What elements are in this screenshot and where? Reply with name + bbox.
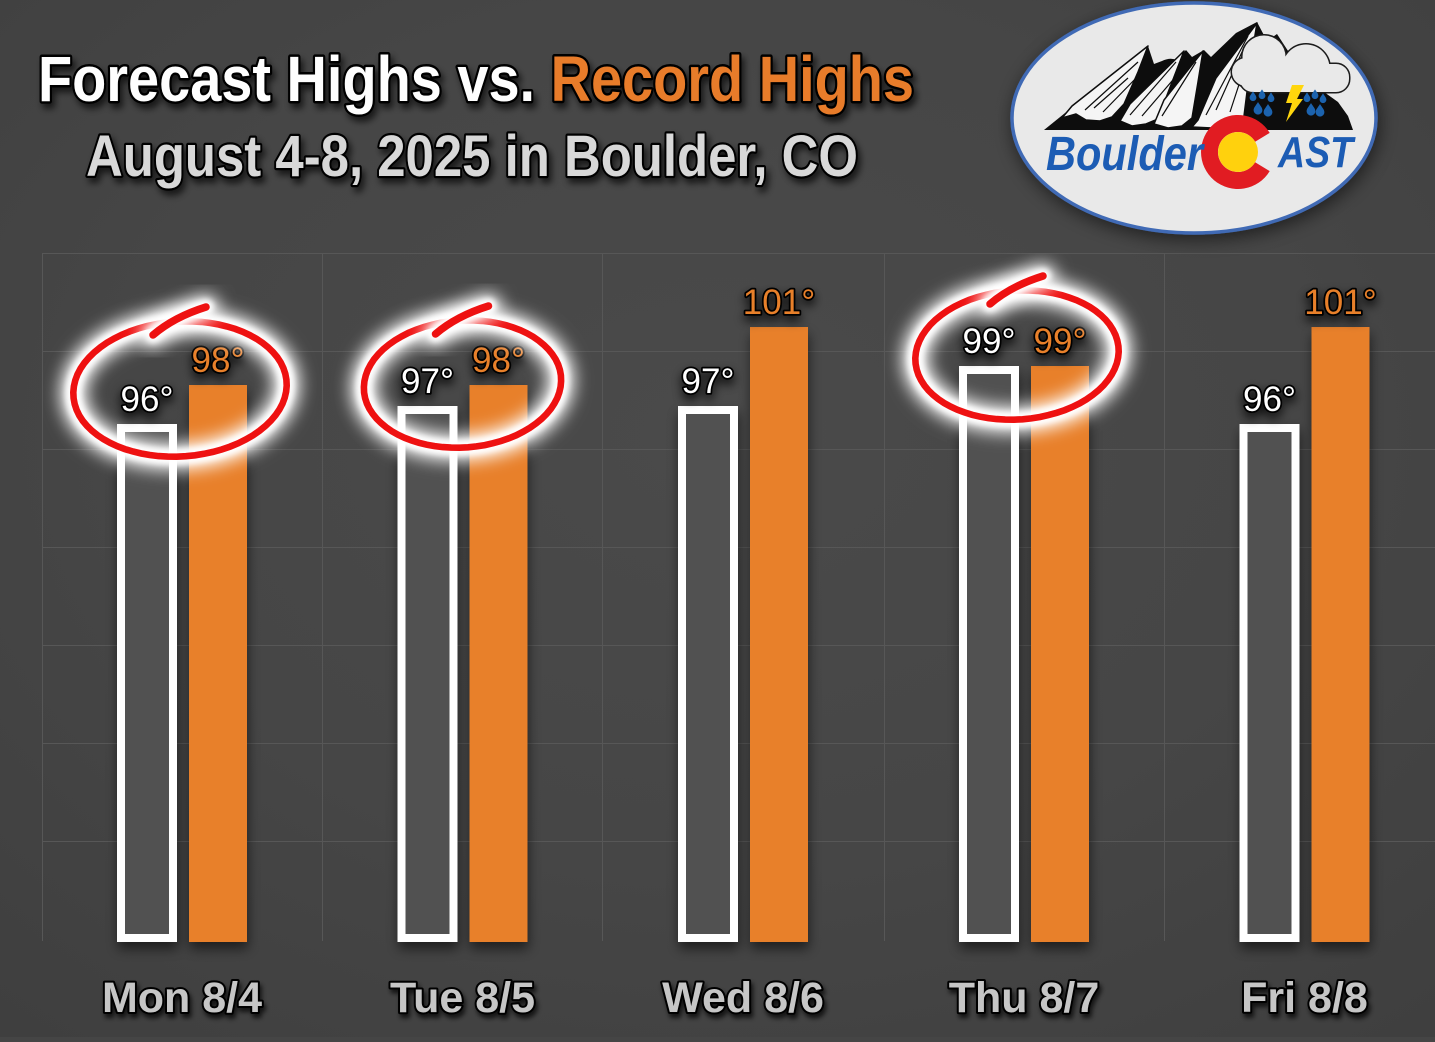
svg-text:98°: 98° bbox=[192, 341, 245, 380]
svg-text:Tue 8/5: Tue 8/5 bbox=[390, 974, 535, 1022]
svg-text:99°: 99° bbox=[963, 322, 1016, 361]
svg-text:96°: 96° bbox=[121, 380, 174, 419]
svg-text:98°: 98° bbox=[472, 341, 525, 380]
svg-text:Forecast Highs vs. Record High: Forecast Highs vs. Record Highs bbox=[38, 43, 914, 115]
svg-text:Fri 8/8: Fri 8/8 bbox=[1241, 974, 1368, 1022]
svg-text:101°: 101° bbox=[1304, 283, 1376, 322]
svg-text:97°: 97° bbox=[401, 362, 454, 401]
svg-text:Thu 8/7: Thu 8/7 bbox=[949, 974, 1100, 1022]
svg-text:101°: 101° bbox=[743, 283, 815, 322]
svg-text:Wed 8/6: Wed 8/6 bbox=[662, 974, 824, 1022]
svg-text:AST: AST bbox=[1277, 128, 1356, 177]
svg-text:96°: 96° bbox=[1243, 380, 1296, 419]
svg-text:August 4-8, 2025 in Boulder, C: August 4-8, 2025 in Boulder, CO bbox=[86, 124, 858, 189]
svg-text:99°: 99° bbox=[1034, 322, 1087, 361]
svg-text:97°: 97° bbox=[682, 362, 735, 401]
svg-text:Mon 8/4: Mon 8/4 bbox=[102, 974, 262, 1022]
svg-text:Boulder: Boulder bbox=[1046, 128, 1205, 181]
